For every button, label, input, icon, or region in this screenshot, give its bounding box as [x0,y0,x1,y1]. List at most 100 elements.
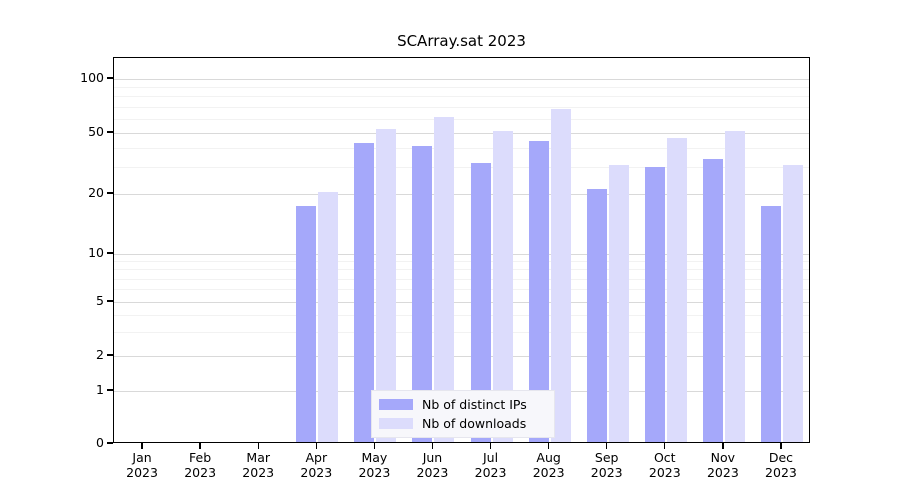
x-axis-tick-label: Mar 2023 [218,450,298,480]
x-axis-tick-label-year: 2023 [532,465,565,480]
bar [354,142,375,442]
bar [412,145,433,442]
x-axis-tick-label-month: May [361,450,388,465]
x-axis-tick-label: May 2023 [334,450,414,480]
bar [724,131,745,442]
x-axis-tick-label: Feb 2023 [160,450,240,480]
legend-item-distinct-ips: Nb of distinct IPs [379,395,547,414]
x-axis-tick-label: Oct 2023 [625,450,705,480]
x-axis-tick-label-year: 2023 [126,465,158,480]
y-axis-tick-label: 100 [80,70,104,85]
grid-line-minor [114,269,809,271]
grid-line-minor [114,87,809,89]
x-axis-tick [606,443,608,449]
bar [550,109,571,442]
y-axis-tick [107,192,113,194]
x-axis-tick-label: Nov 2023 [683,450,763,480]
x-axis-tick-label-year: 2023 [416,465,449,480]
legend-item-label: Nb of distinct IPs [422,397,527,412]
bar [702,158,723,442]
y-axis-tick [107,442,113,444]
x-axis-tick-label: Jul 2023 [451,450,531,480]
bar [470,162,491,442]
x-axis-tick [722,443,724,449]
grid-line-minor [114,147,809,149]
bar [782,165,803,442]
chart-title: SCArray.sat 2023 [397,32,526,50]
x-axis-tick [547,443,550,449]
bar [608,165,629,442]
x-axis-tick [664,443,666,449]
y-axis-tick-label: 5 [96,293,104,308]
plot-area [113,57,810,443]
x-axis-tick [257,443,259,449]
x-axis-tick [315,443,317,449]
legend-item-downloads: Nb of downloads [379,414,547,433]
x-axis-tick-label-month: Oct [653,450,676,465]
grid-line-major [114,79,809,80]
x-axis-tick [431,443,434,449]
x-axis-tick-label-month: Jun [422,450,443,465]
x-axis-tick-label-month: Feb [189,450,212,465]
x-axis-tick [780,443,782,449]
bar [528,141,549,442]
x-axis-tick-label-year: 2023 [184,465,217,480]
grid-line-minor [114,261,809,263]
y-axis-tick-label: 10 [88,245,104,260]
grid-line-major [114,302,809,303]
legend-swatch-icon [379,399,413,410]
grid-line-major [114,194,809,195]
x-axis-tick-label: Jan 2023 [102,450,182,480]
x-axis-tick-label: Dec 2023 [741,450,821,480]
bar [644,167,665,442]
x-axis-tick [489,443,492,449]
y-axis-tick [107,389,113,391]
y-axis-tick-label: 20 [88,185,104,200]
y-axis-tick [107,354,113,356]
bar [434,116,455,442]
bar [296,206,317,442]
y-axis-tick [107,77,113,79]
bar [318,192,339,442]
y-axis-tick [107,252,113,254]
x-axis-tick-label-year: 2023 [300,465,333,480]
grid-line-minor [114,315,809,317]
grid-line-minor [114,289,809,291]
x-axis-tick-label-month: Aug [536,450,561,465]
x-axis-tick-label-month: Apr [305,450,328,465]
y-axis-tick-label: 50 [88,124,104,139]
y-axis-tick-label: 0 [96,435,104,450]
y-axis-tick [107,300,113,302]
x-axis-tick-label-month: Nov [710,450,736,465]
x-axis-tick-label-year: 2023 [474,465,507,480]
x-axis-tick [373,443,376,449]
bar [376,129,397,442]
grid-line-minor [114,118,809,120]
bar [586,188,607,442]
x-axis-tick-label-month: Jul [482,450,499,465]
x-axis-tick-label: Aug 2023 [509,450,589,480]
x-axis-tick-label-month: Mar [246,450,270,465]
grid-line-minor [114,332,809,334]
x-axis-tick [199,443,201,449]
grid-line-major [114,133,809,134]
legend-item-label: Nb of downloads [422,416,527,431]
chart-legend: Nb of distinct IPs Nb of downloads [371,390,555,438]
x-axis-tick-label-year: 2023 [242,465,275,480]
x-axis-tick-label-year: 2023 [590,465,623,480]
grid-line-major [114,254,809,255]
x-axis-tick-label-month: Dec [768,450,794,465]
x-axis-tick [141,443,143,449]
x-axis-tick-label: Apr 2023 [276,450,356,480]
x-axis-tick-label: Sep 2023 [567,450,647,480]
x-axis-tick-label-month: Jan [132,450,152,465]
bar [666,138,687,442]
grid-line-minor [114,167,809,168]
x-axis-tick-label-year: 2023 [358,465,391,480]
x-axis-tick-label: Jun 2023 [392,450,472,480]
y-axis-tick-label: 2 [96,347,104,362]
legend-swatch-icon [379,418,413,429]
grid-line-major [114,356,809,357]
x-axis-tick-label-year: 2023 [765,465,797,480]
